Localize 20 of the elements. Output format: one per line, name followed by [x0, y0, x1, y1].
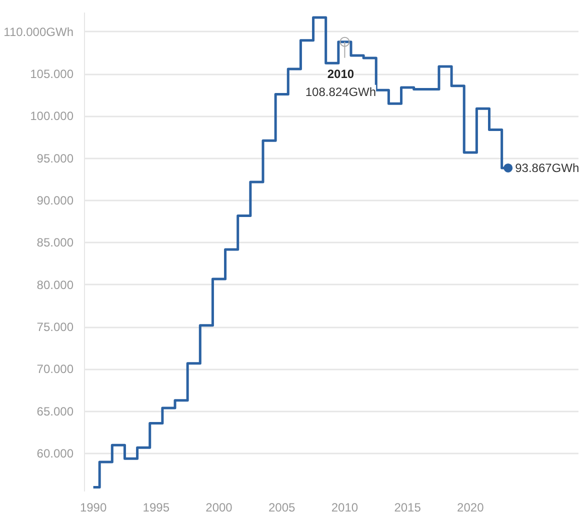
y-tick-label: 75.000: [36, 320, 74, 334]
x-tick-label: 2020: [457, 500, 484, 514]
x-tick-label: 1995: [142, 500, 170, 514]
annotation: 2010 108.824GWh: [305, 66, 376, 99]
y-tick-label: 105.000: [30, 67, 74, 82]
annotation: 93.867GWh: [515, 160, 580, 175]
y-tick-label: 95.000: [36, 151, 74, 166]
x-tick-label: 2005: [268, 500, 296, 514]
x-tick-label: 2010: [331, 500, 358, 514]
x-tick-label: 2000: [206, 500, 233, 514]
y-tick-label: 85.000: [36, 236, 74, 250]
y-tick-label: 100.000: [30, 109, 74, 124]
x-tick-label: 1990: [80, 500, 107, 514]
y-tick-label: 70.000: [36, 362, 74, 376]
y-tick-label: 65.000: [36, 404, 74, 418]
y-tick-label: 80.000: [36, 278, 74, 292]
y-tick-label: 60.000: [36, 446, 74, 461]
y-tick-label: 110.000GWh: [4, 24, 74, 39]
y-tick-label: 90.000: [36, 194, 74, 208]
x-tick-label: 2015: [394, 500, 422, 514]
